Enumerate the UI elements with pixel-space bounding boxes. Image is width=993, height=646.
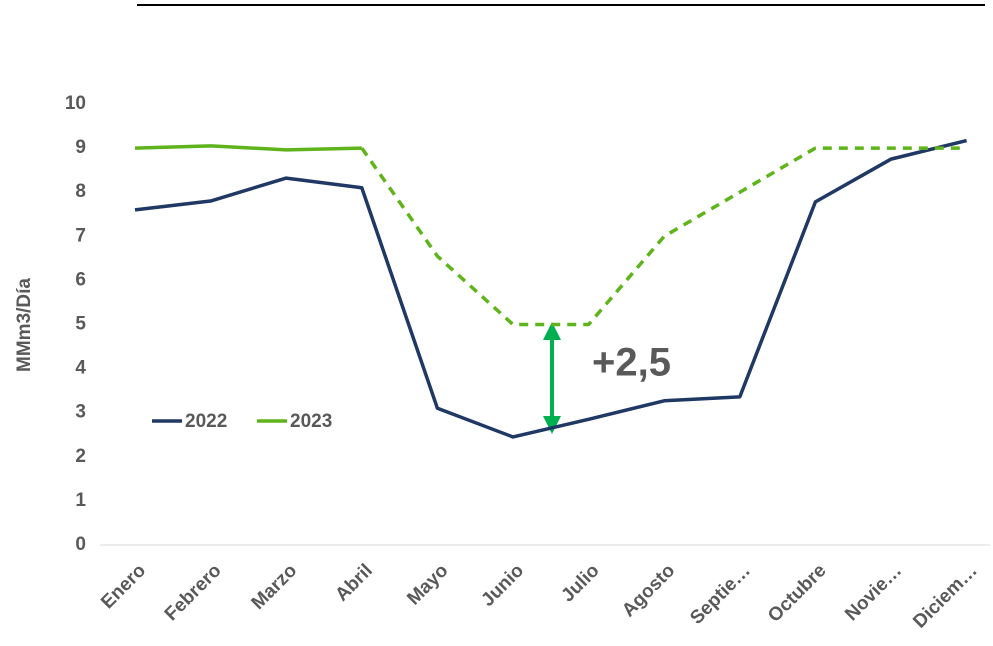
y-tick-label: 7 [75, 225, 86, 246]
y-tick-label: 1 [75, 490, 86, 511]
y-tick-label: 6 [75, 269, 86, 290]
y-tick-label: 5 [75, 314, 86, 335]
x-tick-label: Abril [331, 560, 376, 605]
x-tick-label: Diciem… [909, 560, 981, 632]
y-tick-label: 9 [75, 137, 86, 158]
x-tick-label: Novie… [841, 560, 906, 625]
x-tick-label: Agosto [618, 560, 679, 621]
y-axis-label: MMm3/Día [14, 278, 35, 372]
arrow-head [543, 322, 561, 340]
x-tick-label: Junio [477, 560, 528, 611]
y-tick-label: 2 [75, 446, 86, 467]
y-tick-label: 8 [75, 181, 86, 202]
series-line [134, 144, 362, 152]
y-tick-label: 4 [75, 358, 86, 379]
series-line [360, 146, 967, 327]
x-tick-label: Febrero [161, 560, 226, 625]
arrow-head [543, 416, 561, 434]
y-tick-label: 10 [65, 93, 86, 114]
legend-label: 2023 [290, 411, 332, 432]
annotation: +2,5 [592, 341, 671, 385]
x-tick-label: Marzo [248, 560, 302, 614]
x-tick-label: Enero [97, 560, 150, 613]
x-tick-label: Septie… [686, 560, 755, 629]
series-line [134, 138, 968, 439]
x-tick-label: Mayo [403, 560, 452, 609]
legend-label: 2022 [185, 411, 227, 432]
x-tick-label: Julio [557, 560, 603, 606]
x-tick-label: Octubre [764, 560, 830, 626]
y-tick-label: 3 [75, 402, 86, 423]
annotation-arrow [543, 322, 561, 434]
y-tick-label: 0 [75, 534, 86, 555]
